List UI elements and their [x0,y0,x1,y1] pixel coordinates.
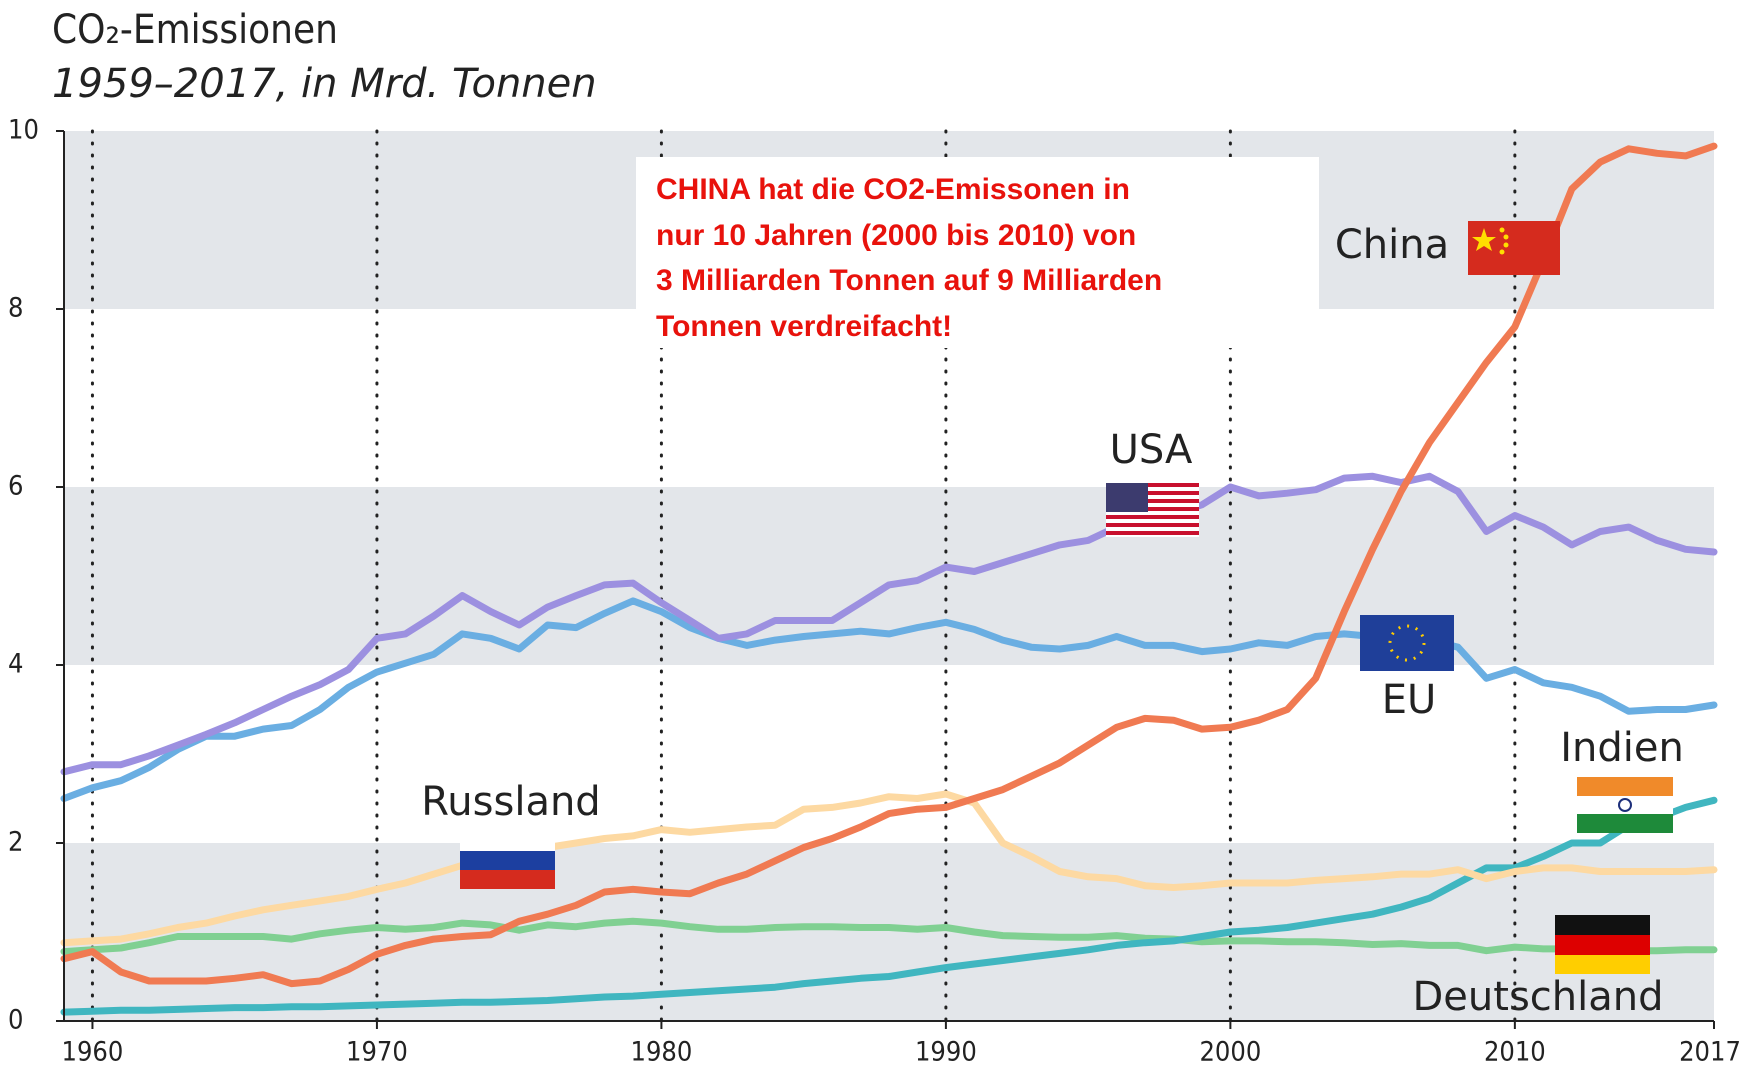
series-line [60,790,1718,947]
y-tick-label: 6 [8,471,23,502]
flag-eu [1360,615,1454,671]
annotation-line: 3 Milliarden Tonnen auf 9 Milliarden [656,264,1162,297]
series-labels: China USA EU Russland Indien Deutschland [421,222,1684,1020]
series-line [60,142,1718,988]
annotation-line: Tonnen verdreifacht! [656,310,952,343]
flag-russia [460,832,555,889]
y-tick-label: 0 [8,1005,23,1036]
series-line [60,796,1718,1016]
series-label: USA [1110,427,1193,473]
series-label: China [1335,222,1449,268]
chart-title: CO₂-Emissionen [52,7,338,53]
x-tick-label: 1960 [62,1037,124,1068]
series-label: Russland [421,779,600,825]
chart-subtitle: 1959–2017, in Mrd. Tonnen [52,61,597,107]
y-tick-label: 4 [8,649,23,680]
series-label: EU [1382,677,1437,723]
x-tick-label: 1980 [631,1037,693,1068]
series-label: Indien [1560,725,1684,771]
ticks: 0 2 4 6 8 10 1960 1970 1980 1990 2000 2010 2017 [8,115,1741,1068]
flag-india [1577,777,1673,833]
x-tick-label: 2017 [1679,1037,1741,1068]
series-line [60,917,1718,956]
y-tick-label: 10 [8,115,39,146]
y-tick-label: 8 [8,293,23,324]
y-tick-label: 2 [8,827,23,858]
annotation-line: CHINA hat die CO2-Emissonen in [656,173,1130,206]
series-label: Deutschland [1413,974,1664,1020]
x-tick-label: 2000 [1199,1037,1261,1068]
annotation-line: nur 10 Jahren (2000 bis 2010) von [656,219,1136,252]
flag-usa [1106,483,1199,537]
series-line [60,472,1718,776]
flag-germany [1555,915,1650,974]
annotation-box [636,157,1319,348]
grid-band [64,487,1714,665]
x-tick-label: 1990 [915,1037,977,1068]
grid [90,129,1517,1023]
x-tick-label: 1970 [346,1037,408,1068]
flag-china [1468,221,1560,275]
x-tick-label: 2010 [1484,1037,1546,1068]
